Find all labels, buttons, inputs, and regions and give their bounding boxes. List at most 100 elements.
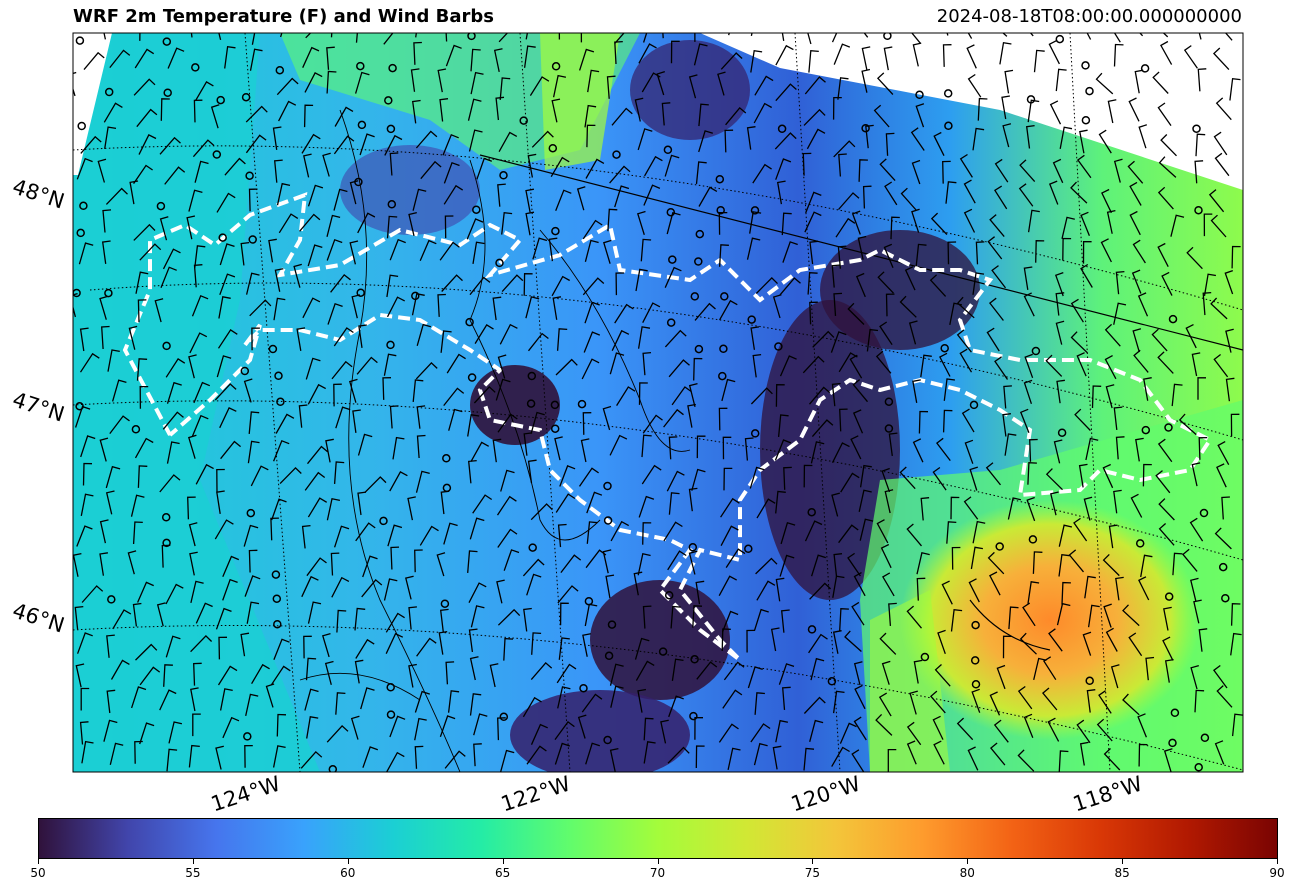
calm-circle xyxy=(807,625,817,634)
wind-barb xyxy=(642,33,648,43)
wind-barb xyxy=(556,328,568,351)
wind-barb xyxy=(525,296,540,319)
calm-circle xyxy=(774,342,783,351)
calm-circle xyxy=(920,652,930,662)
wind-barb xyxy=(190,580,204,604)
calm-circle xyxy=(499,712,509,722)
wind-barb xyxy=(663,521,683,542)
wind-barb xyxy=(861,68,871,93)
wind-barb xyxy=(994,158,1009,183)
wind-barb xyxy=(1190,577,1199,602)
wind-barb xyxy=(781,33,785,42)
wind-barb xyxy=(636,210,646,235)
wind-barb xyxy=(472,494,493,514)
wind-barb xyxy=(389,152,399,176)
wind-barb xyxy=(354,659,364,684)
wind-barb xyxy=(667,746,690,764)
wind-barb xyxy=(585,158,605,179)
wind-barb xyxy=(839,722,857,744)
wind-barb xyxy=(725,548,746,568)
wind-barb xyxy=(770,627,780,652)
wind-barb xyxy=(137,465,148,488)
wind-barb xyxy=(497,608,521,626)
wind-barb xyxy=(416,323,432,346)
wind-barb xyxy=(779,554,795,577)
wind-barb xyxy=(326,238,343,261)
wind-barb xyxy=(194,245,206,268)
calm-circle xyxy=(612,150,621,159)
wind-barb xyxy=(105,465,121,489)
calm-circle xyxy=(1194,205,1203,215)
calm-circle xyxy=(666,318,676,327)
wind-barb xyxy=(326,214,341,237)
wind-barb xyxy=(772,745,782,770)
wind-barb xyxy=(192,139,215,158)
wind-barb xyxy=(637,688,647,713)
wind-barb xyxy=(195,463,214,485)
wind-barb xyxy=(154,298,164,323)
wind-barb xyxy=(1190,664,1199,690)
wind-barb xyxy=(336,609,347,633)
wind-barb xyxy=(586,491,603,514)
wind-barb xyxy=(355,33,358,43)
wind-barb xyxy=(333,461,345,484)
wind-barb xyxy=(1142,463,1152,487)
wind-barb xyxy=(906,721,922,746)
wind-barb xyxy=(1143,377,1152,401)
wind-barb xyxy=(335,406,351,429)
wind-barb xyxy=(389,238,406,261)
wind-barb xyxy=(694,717,703,740)
wind-barb xyxy=(1151,328,1168,352)
wind-barb xyxy=(660,719,669,744)
wind-barb xyxy=(887,748,897,772)
wind-barb xyxy=(858,489,872,512)
wind-barb xyxy=(186,215,196,240)
wind-barb xyxy=(307,383,327,405)
wind-barb xyxy=(688,382,698,408)
wind-barb xyxy=(638,43,657,64)
wind-barb xyxy=(1056,379,1065,404)
wind-barb xyxy=(966,44,977,69)
wind-barb xyxy=(419,239,437,262)
wind-barb xyxy=(688,74,698,99)
wind-barb xyxy=(210,104,220,129)
wind-barb xyxy=(806,128,826,150)
wind-barb xyxy=(187,434,197,459)
wind-barb xyxy=(951,546,961,570)
wind-barb xyxy=(1027,99,1040,123)
wind-barb xyxy=(327,302,343,325)
wind-barb xyxy=(884,181,898,206)
wind-barb xyxy=(1102,553,1120,577)
wind-barb xyxy=(501,211,513,235)
wind-barb xyxy=(276,77,299,96)
calm-circle xyxy=(246,508,256,518)
wind-barb xyxy=(804,211,822,233)
calm-circle xyxy=(548,143,558,153)
calm-circle xyxy=(720,292,729,301)
calm-circle xyxy=(440,599,450,608)
calm-circle xyxy=(883,33,892,41)
wind-barb xyxy=(1113,489,1122,514)
wind-barb xyxy=(265,683,275,708)
wind-barb xyxy=(79,721,89,745)
wind-barb xyxy=(756,580,776,601)
wind-barb xyxy=(724,129,734,153)
calm-circle xyxy=(218,233,227,242)
wind-barb xyxy=(222,578,238,601)
wind-barb xyxy=(109,415,130,434)
wind-barb xyxy=(251,33,256,45)
wind-barb xyxy=(582,633,591,657)
wind-barb xyxy=(557,523,567,548)
wind-barb xyxy=(969,466,978,491)
wind-barb xyxy=(304,471,326,491)
wind-barb xyxy=(746,237,761,260)
wind-barb xyxy=(444,750,466,769)
wind-barb xyxy=(775,44,794,66)
calm-circle xyxy=(163,88,172,97)
wind-barb xyxy=(1113,33,1121,43)
wind-barb xyxy=(560,554,582,573)
wind-barb xyxy=(249,48,263,71)
wind-barb xyxy=(1019,159,1036,183)
wind-barb xyxy=(1171,383,1183,407)
wind-barb xyxy=(609,747,619,772)
